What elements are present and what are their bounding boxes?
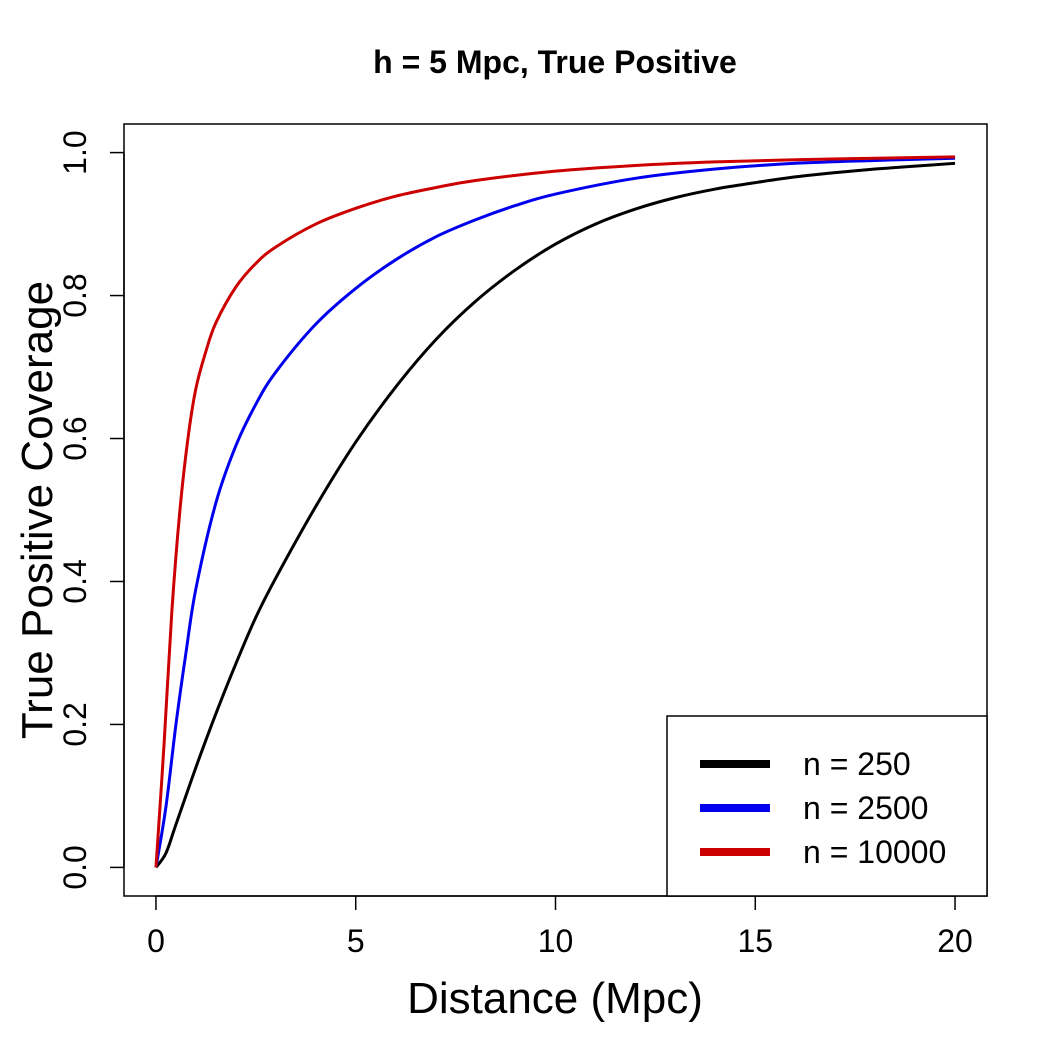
y-tick-label-3: 0.6 (57, 416, 93, 460)
y-tick-label-2: 0.4 (57, 559, 93, 603)
x-tick-label-3: 15 (737, 923, 773, 959)
series-line-0 (154, 161, 956, 869)
x-axis-label: Distance (Mpc) (407, 974, 703, 1023)
y-tick-label-0: 0.0 (57, 845, 93, 889)
x-tick-label-1: 5 (347, 923, 365, 959)
x-tick-label-0: 0 (147, 923, 165, 959)
chart-title: h = 5 Mpc, True Positive (373, 44, 737, 80)
legend: n = 250 n = 2500 n = 10000 (666, 715, 988, 897)
x-tick-label-4: 20 (937, 923, 973, 959)
y-tick-label-4: 0.8 (57, 273, 93, 317)
y-axis: 0.0 0.2 0.4 0.6 0.8 1.0 (57, 130, 125, 890)
series-line-1 (154, 156, 956, 868)
x-tick-label-2: 10 (538, 923, 574, 959)
series-line-2 (154, 155, 956, 868)
x-axis: 0 5 10 15 20 (147, 895, 973, 959)
legend-label-1: n = 2500 (803, 790, 928, 826)
y-tick-label-1: 0.2 (57, 702, 93, 746)
y-axis-label: True Positive Coverage (13, 281, 62, 739)
series-lines (154, 155, 956, 869)
y-tick-label-5: 1.0 (57, 130, 93, 174)
legend-label-2: n = 10000 (803, 834, 946, 870)
legend-label-0: n = 250 (803, 746, 911, 782)
